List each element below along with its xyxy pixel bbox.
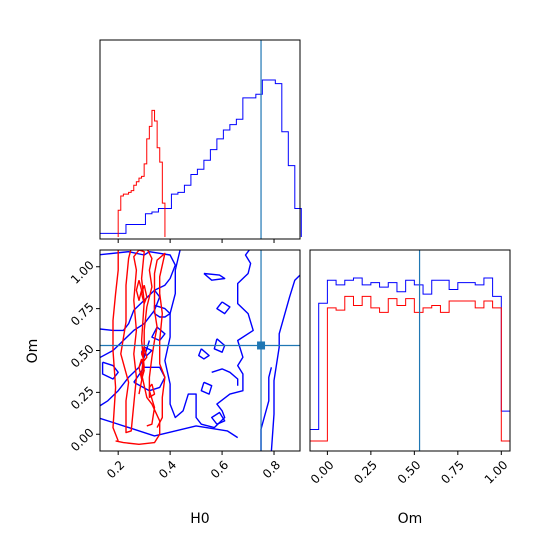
contour-line-a [216, 301, 231, 315]
contour-line-b [115, 250, 161, 445]
om-marginal-frame [309, 249, 511, 452]
h0-xtick-label: 0.4 [156, 458, 179, 481]
om-axis-label: Om [398, 511, 423, 527]
contour-line-a [211, 368, 239, 386]
contour-line-a [100, 417, 239, 439]
contour-line-a [101, 361, 119, 380]
contour-line-b [146, 252, 166, 428]
om-hist-b-steps [310, 295, 510, 442]
om-tick-labels: 0.00 0.25 0.50 0.75 1.00 [68, 258, 97, 454]
om-marginal-ticks [326, 451, 502, 455]
contour-line-b [120, 250, 145, 434]
om-marginal-xtick-label: 0.50 [395, 458, 424, 487]
y-axis-label: Om [25, 339, 41, 364]
contour-line-b [112, 250, 119, 442]
contour-line-a [100, 340, 151, 407]
h0-xtick-label: 0.2 [104, 458, 127, 481]
contour-line-b [140, 284, 148, 305]
om-marginal-tick-labels: 0.00 0.25 0.50 0.75 1.00 [308, 458, 511, 487]
contour-line-a [203, 272, 226, 281]
h0-marginal-frame [99, 39, 301, 240]
om-hist-a-steps [309, 277, 511, 441]
h0-hist-series-b [117, 109, 166, 237]
om-hist-series-a [309, 277, 511, 441]
om-ytick-label: 1.00 [68, 258, 97, 287]
contours-series-b [112, 250, 166, 445]
contour-line-a [200, 381, 213, 395]
h0-marginal-panel [99, 39, 302, 243]
h0-marginal-ticks [117, 239, 275, 243]
contour-line-a [211, 411, 226, 425]
om-marginal-xtick-label: 1.00 [482, 458, 511, 487]
h0-hist-b-steps [117, 109, 166, 237]
contour-line-b [140, 346, 148, 362]
h0-hist-series-a [99, 79, 302, 237]
om-ytick-label: 0.75 [68, 300, 97, 329]
contour-line-a [151, 326, 166, 342]
contour-line-b [138, 358, 145, 380]
h0-xtick-label: 0.6 [208, 458, 231, 481]
om-h0-contour-panel: 0.2 0.4 0.6 0.8 0.00 0.25 0.50 0.75 1.00 H0 Om [25, 249, 301, 527]
contour-line-a [198, 348, 210, 360]
contour-line-a [260, 367, 273, 451]
om-marginal-xtick-label: 0.25 [351, 458, 380, 487]
contour-line-b [135, 280, 143, 301]
contour-line-a [100, 289, 161, 359]
om-marginal-xtick-label: 0.00 [308, 458, 337, 487]
contour-line-a [164, 250, 254, 429]
contour-ticks [96, 266, 275, 455]
h0-hist-a-steps [99, 79, 302, 237]
om-ytick-label: 0.50 [68, 342, 97, 371]
om-marginal-panel: 0.00 0.25 0.50 0.75 1.00 Om [308, 249, 511, 527]
contours-series-a [100, 250, 300, 451]
om-hist-series-b [310, 295, 510, 442]
om-ytick-label: 0.25 [68, 384, 97, 413]
om-ytick-label: 0.00 [68, 426, 97, 455]
contour-line-b [148, 383, 156, 399]
truth-marker [257, 341, 266, 350]
x-axis-label: H0 [190, 511, 209, 527]
h0-xtick-label: 0.8 [260, 458, 283, 481]
om-marginal-xtick-label: 0.75 [438, 458, 467, 487]
h0-tick-labels: 0.2 0.4 0.6 0.8 [104, 458, 283, 481]
contour-line-a [270, 274, 300, 451]
